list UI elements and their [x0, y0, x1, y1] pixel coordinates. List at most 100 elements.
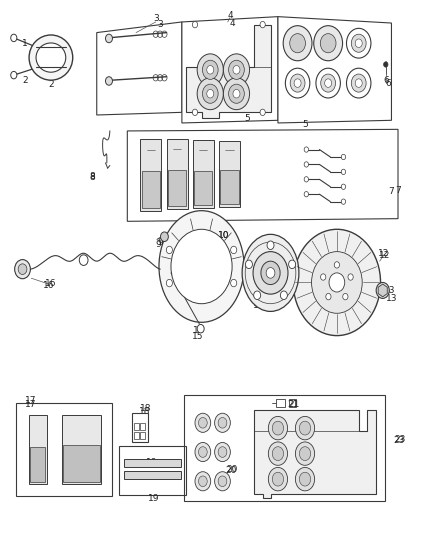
Text: 1: 1 — [35, 44, 41, 53]
Circle shape — [198, 417, 207, 428]
Text: 20: 20 — [226, 465, 238, 474]
Circle shape — [346, 68, 371, 98]
Text: 17: 17 — [25, 396, 36, 405]
Circle shape — [293, 229, 381, 336]
Circle shape — [294, 79, 301, 87]
Bar — [276, 399, 286, 407]
Circle shape — [231, 246, 237, 254]
Circle shape — [11, 34, 17, 42]
Bar — [119, 446, 186, 495]
Bar — [132, 413, 148, 442]
Circle shape — [341, 155, 346, 160]
Polygon shape — [142, 171, 160, 208]
Circle shape — [218, 417, 227, 428]
Circle shape — [233, 90, 240, 98]
Circle shape — [18, 264, 27, 274]
Circle shape — [198, 447, 207, 457]
Circle shape — [304, 176, 308, 182]
Circle shape — [229, 84, 244, 103]
Circle shape — [321, 274, 326, 280]
Text: 11: 11 — [272, 246, 284, 255]
Text: 14: 14 — [253, 301, 264, 310]
Text: 15: 15 — [193, 326, 204, 335]
Circle shape — [166, 279, 173, 287]
Text: 18: 18 — [139, 407, 151, 416]
Bar — [16, 403, 112, 496]
Circle shape — [341, 199, 346, 204]
Circle shape — [268, 442, 288, 465]
Circle shape — [304, 147, 308, 152]
Text: 19: 19 — [145, 458, 157, 466]
Polygon shape — [97, 22, 182, 115]
Circle shape — [290, 74, 305, 92]
Circle shape — [79, 255, 88, 265]
Polygon shape — [127, 130, 398, 221]
Polygon shape — [220, 171, 239, 204]
Circle shape — [171, 229, 232, 304]
Text: 10: 10 — [218, 231, 229, 240]
Circle shape — [334, 262, 339, 268]
Circle shape — [202, 60, 218, 79]
Polygon shape — [141, 139, 161, 211]
Text: 21: 21 — [287, 400, 299, 409]
Text: 23: 23 — [394, 436, 405, 445]
Circle shape — [304, 162, 308, 167]
Circle shape — [290, 34, 305, 53]
Polygon shape — [166, 139, 187, 209]
Circle shape — [229, 60, 244, 79]
Circle shape — [299, 447, 311, 461]
Bar — [184, 395, 385, 502]
Bar — [124, 459, 180, 467]
Text: 14: 14 — [253, 299, 264, 308]
Text: 8: 8 — [89, 172, 95, 181]
Circle shape — [106, 34, 113, 43]
Text: 13: 13 — [386, 294, 397, 303]
Circle shape — [223, 54, 250, 86]
Circle shape — [283, 26, 312, 61]
Polygon shape — [29, 415, 46, 484]
Text: 7: 7 — [395, 186, 401, 195]
Text: 12: 12 — [378, 249, 390, 258]
Circle shape — [326, 294, 331, 300]
Circle shape — [197, 54, 223, 86]
Text: 6: 6 — [385, 78, 391, 87]
Circle shape — [233, 66, 240, 74]
Circle shape — [231, 279, 237, 287]
Circle shape — [215, 413, 230, 432]
Circle shape — [207, 90, 214, 98]
Circle shape — [299, 472, 311, 486]
Polygon shape — [254, 410, 376, 498]
Circle shape — [318, 260, 355, 305]
Circle shape — [299, 421, 311, 435]
Text: 16: 16 — [43, 280, 54, 289]
Circle shape — [280, 291, 287, 300]
Text: 5: 5 — [303, 120, 308, 129]
Circle shape — [14, 260, 30, 279]
Circle shape — [341, 169, 346, 174]
Circle shape — [223, 78, 250, 110]
Ellipse shape — [242, 235, 299, 311]
Bar — [134, 432, 139, 439]
Text: 7: 7 — [389, 187, 394, 196]
Polygon shape — [168, 171, 186, 206]
Text: 3: 3 — [153, 14, 159, 23]
Circle shape — [260, 21, 265, 28]
Text: 5: 5 — [244, 114, 250, 123]
Circle shape — [253, 252, 288, 294]
Text: 18: 18 — [140, 405, 152, 414]
Circle shape — [376, 282, 389, 298]
Circle shape — [197, 78, 223, 110]
Polygon shape — [182, 17, 278, 123]
Circle shape — [384, 62, 388, 67]
Polygon shape — [278, 17, 392, 123]
Circle shape — [355, 39, 362, 47]
Text: 4: 4 — [229, 19, 235, 28]
Circle shape — [195, 413, 211, 432]
Circle shape — [343, 294, 348, 300]
Circle shape — [245, 260, 252, 269]
Circle shape — [261, 261, 280, 285]
Polygon shape — [186, 25, 272, 118]
Polygon shape — [194, 171, 212, 205]
Circle shape — [320, 34, 336, 53]
Circle shape — [329, 273, 345, 292]
